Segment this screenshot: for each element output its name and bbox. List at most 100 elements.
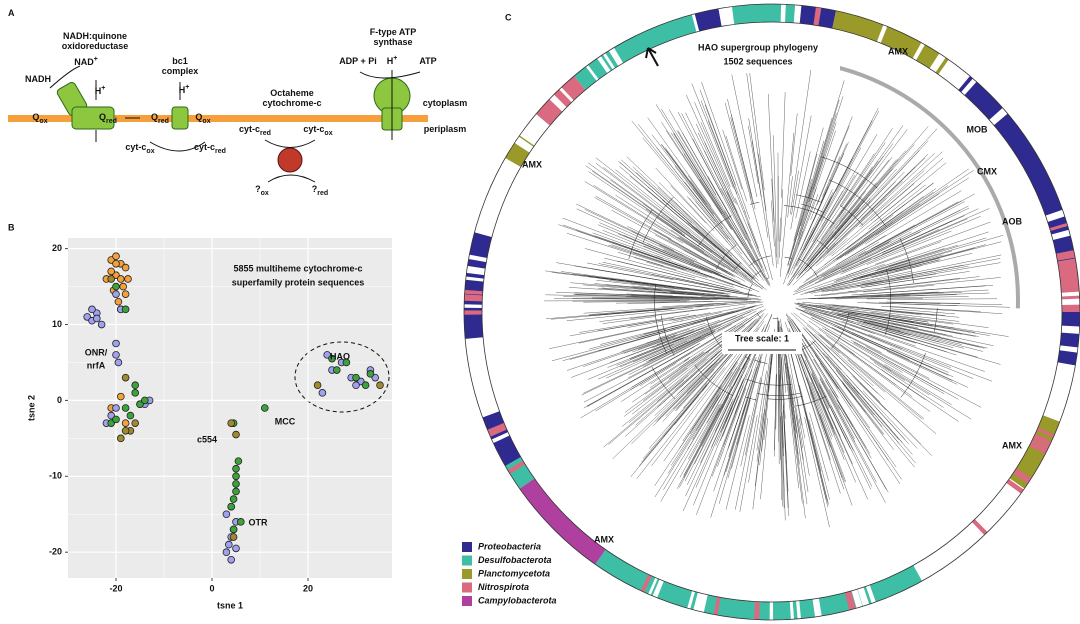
- label: ?red: [312, 184, 328, 197]
- branch: [587, 346, 694, 407]
- branch: [814, 359, 838, 398]
- branch-arc: [749, 255, 771, 266]
- ring-segment: [466, 265, 486, 276]
- branch: [783, 404, 790, 517]
- branch: [804, 359, 868, 500]
- branch: [700, 122, 737, 205]
- branch: [594, 283, 730, 296]
- branch: [579, 314, 690, 333]
- branch: [860, 153, 929, 220]
- label: bc1: [172, 56, 188, 66]
- branch: [656, 217, 705, 250]
- branch: [679, 323, 744, 368]
- label-text: Octaheme: [270, 88, 314, 98]
- branch: [617, 252, 664, 267]
- branch: [818, 383, 872, 490]
- label: ?ox: [255, 184, 269, 197]
- ring-outline: [481, 21, 1063, 603]
- branch: [830, 347, 874, 387]
- branch: [809, 331, 881, 403]
- branch: [711, 398, 734, 448]
- label-text: cytoplasm: [423, 98, 468, 108]
- branch: [820, 277, 1001, 296]
- branch: [868, 334, 993, 382]
- branch: [850, 339, 959, 400]
- branch: [797, 304, 985, 349]
- branch: [831, 269, 890, 286]
- branch: [726, 248, 760, 282]
- point: [232, 472, 240, 481]
- branch: [602, 261, 709, 286]
- label: cyt-cox: [303, 124, 332, 137]
- branch: [545, 270, 731, 295]
- branch: [818, 128, 893, 240]
- branch: [773, 135, 777, 258]
- branch: [598, 310, 740, 352]
- branch: [832, 327, 882, 353]
- branch: [824, 328, 972, 420]
- ring-segment: [857, 587, 870, 607]
- label-sub: ox: [261, 190, 269, 197]
- branch: [736, 396, 751, 445]
- chart-subtitle: 1502 sequences: [723, 56, 792, 66]
- branch: [852, 254, 944, 280]
- branch-arc: [694, 364, 733, 396]
- branch: [806, 377, 846, 482]
- branch: [798, 306, 957, 356]
- branch: [829, 389, 887, 490]
- branch: [601, 287, 685, 294]
- point: [222, 510, 231, 519]
- branch: [666, 130, 732, 230]
- label-sub: ox: [39, 118, 47, 125]
- branch: [673, 333, 713, 354]
- y-tick-label: -10: [49, 471, 62, 481]
- branch: [887, 298, 998, 300]
- label-sub: red: [317, 190, 328, 197]
- ring-segment: [507, 460, 526, 474]
- ring-segment: [1029, 439, 1049, 455]
- branch: [779, 217, 781, 258]
- branch: [643, 367, 688, 401]
- branch: [696, 123, 738, 213]
- point: [342, 358, 351, 367]
- point: [332, 366, 341, 374]
- branch: [794, 352, 841, 494]
- tree-scale: Tree scale: 1: [735, 333, 789, 343]
- ring-segment: [1009, 411, 1062, 489]
- ring-segment: [595, 549, 772, 620]
- branch: [589, 303, 727, 315]
- branch: [600, 325, 677, 345]
- branch: [841, 142, 886, 207]
- point: [366, 370, 375, 378]
- label-text: Q: [195, 112, 202, 122]
- label-text: Q: [32, 112, 39, 122]
- branch: [730, 117, 754, 204]
- branch: [821, 134, 878, 227]
- branch: [754, 337, 774, 487]
- branch: [859, 215, 965, 264]
- branch: [734, 197, 760, 257]
- branch: [771, 200, 775, 247]
- branch: [659, 245, 722, 274]
- branch: [749, 73, 765, 191]
- branch: [632, 285, 675, 291]
- branch: [781, 92, 786, 198]
- ring-segment: [912, 42, 925, 61]
- branch-arc: [934, 308, 938, 332]
- label-text: bc1: [172, 56, 188, 66]
- label: A: [8, 8, 15, 18]
- branch: [685, 112, 763, 268]
- branch: [790, 374, 803, 449]
- branch-arc: [756, 393, 801, 397]
- label: Qox: [32, 112, 47, 125]
- branch: [857, 302, 1010, 308]
- label-text: cyt-c: [239, 124, 260, 134]
- branch: [800, 153, 845, 251]
- branch: [801, 196, 832, 255]
- branch: [836, 168, 969, 260]
- branch: [581, 330, 716, 396]
- branch: [672, 306, 746, 322]
- branch: [871, 253, 973, 278]
- branch: [592, 268, 739, 294]
- branch: [874, 237, 987, 272]
